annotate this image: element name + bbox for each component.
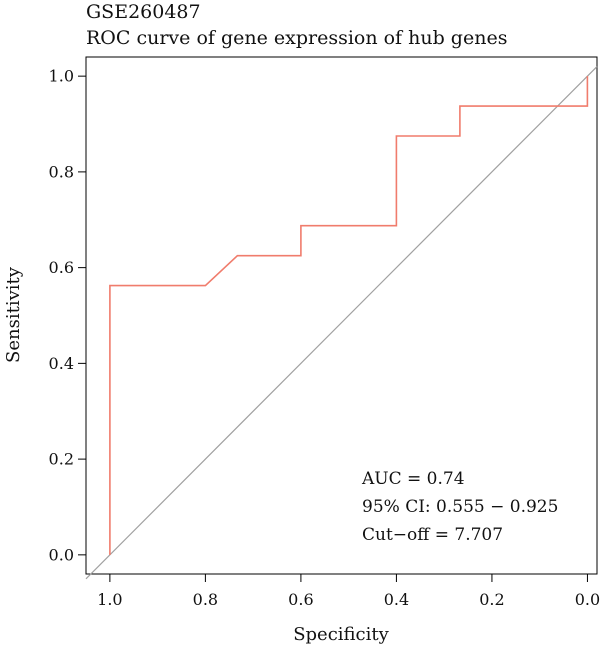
- y-axis: 0.0 0.2 0.4 0.6 0.8 1.0: [49, 67, 86, 564]
- roc-curve-line: [109, 76, 589, 555]
- chart-subtitle: ROC curve of gene expression of hub gene…: [86, 27, 508, 49]
- reference-diagonal: [85, 66, 598, 580]
- x-tick-label: 0.2: [479, 590, 504, 609]
- x-tick-label: 0.6: [288, 590, 313, 609]
- x-tick-label: 0.4: [384, 590, 409, 609]
- y-tick-label: 0.6: [49, 258, 74, 277]
- y-tick-label: 0.8: [49, 162, 74, 181]
- x-tick-label: 1.0: [97, 590, 122, 609]
- chart-title: GSE260487: [86, 1, 201, 23]
- y-tick-label: 0.0: [49, 545, 74, 564]
- y-tick-label: 1.0: [49, 67, 74, 86]
- ci-annotation: 95% CI: 0.555 − 0.925: [362, 497, 558, 517]
- x-tick-label: 0.8: [193, 590, 218, 609]
- auc-annotation: AUC = 0.74: [361, 469, 465, 489]
- y-axis-title: Sensitivity: [3, 266, 24, 363]
- x-axis-title: Specificity: [293, 624, 389, 645]
- x-tick-label: 0.0: [575, 590, 600, 609]
- y-tick-label: 0.4: [49, 354, 74, 373]
- x-axis: 1.0 0.8 0.6 0.4 0.2 0.0: [97, 574, 600, 609]
- plot-frame: [85, 56, 598, 575]
- y-tick-label: 0.2: [49, 450, 74, 469]
- cutoff-annotation: Cut−off = 7.707: [362, 525, 503, 545]
